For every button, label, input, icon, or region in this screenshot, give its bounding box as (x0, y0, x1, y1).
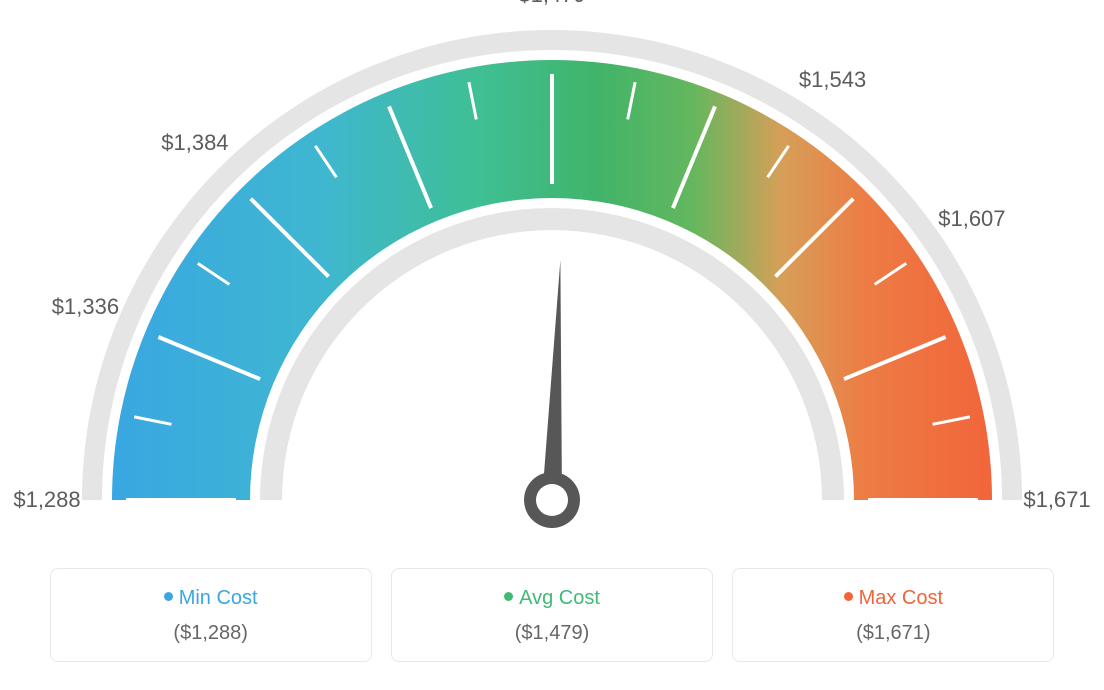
gauge-scale-label: $1,336 (52, 294, 119, 320)
gauge-svg (0, 0, 1104, 560)
gauge-needle (524, 260, 580, 528)
legend-max-value: ($1,671) (743, 622, 1043, 645)
legend-card-max: Max Cost ($1,671) (732, 568, 1054, 662)
gauge-scale-label: $1,479 (518, 0, 585, 8)
dot-icon (504, 592, 513, 601)
legend-max-title: Max Cost (743, 587, 1043, 610)
gauge-scale-label: $1,288 (13, 487, 80, 513)
dot-icon (164, 592, 173, 601)
gauge-scale-label: $1,671 (1023, 487, 1090, 513)
gauge-scale-label: $1,384 (161, 130, 228, 156)
legend-min-value: ($1,288) (61, 622, 361, 645)
legend-max-label: Max Cost (859, 587, 943, 609)
legend-min-title: Min Cost (61, 587, 361, 610)
gauge-area: $1,288 $1,336 $1,384 $1,479 $1,543 $1,607 $1,6… (0, 0, 1104, 560)
legend-row: Min Cost ($1,288) Avg Cost ($1,479) Max … (0, 568, 1104, 662)
legend-card-avg: Avg Cost ($1,479) (391, 568, 713, 662)
legend-avg-title: Avg Cost (402, 587, 702, 610)
legend-avg-value: ($1,479) (402, 622, 702, 645)
legend-avg-label: Avg Cost (519, 587, 600, 609)
gauge-scale-label: $1,543 (799, 67, 866, 93)
legend-card-min: Min Cost ($1,288) (50, 568, 372, 662)
gauge-scale-label: $1,607 (938, 206, 1005, 232)
legend-min-label: Min Cost (179, 587, 258, 609)
chart-container: $1,288 $1,336 $1,384 $1,479 $1,543 $1,607 $1,6… (0, 0, 1104, 690)
dot-icon (844, 592, 853, 601)
